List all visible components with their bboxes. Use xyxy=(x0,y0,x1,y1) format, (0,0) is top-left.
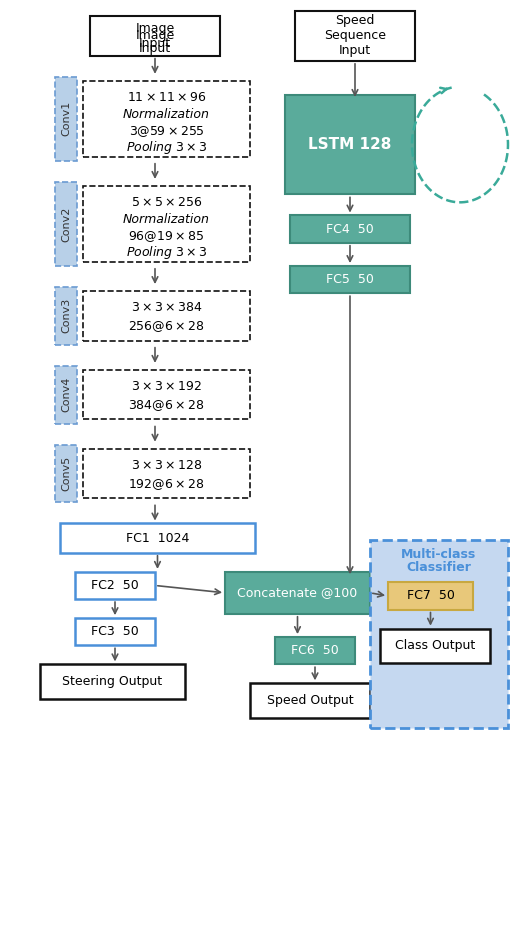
Text: Pooling $3 \times 3$: Pooling $3 \times 3$ xyxy=(125,244,208,261)
Bar xyxy=(290,266,410,293)
Text: Class Output: Class Output xyxy=(395,639,475,653)
Bar xyxy=(83,186,250,262)
Bar xyxy=(55,77,77,161)
Text: $3@59 \times 255$: $3@59 \times 255$ xyxy=(128,124,205,139)
Bar xyxy=(55,182,77,266)
Text: LSTM 128: LSTM 128 xyxy=(308,137,392,152)
Text: FC5  50: FC5 50 xyxy=(326,273,374,286)
Text: Conv1: Conv1 xyxy=(61,101,71,136)
Text: Image: Image xyxy=(135,29,175,43)
Bar xyxy=(380,628,490,663)
Text: $11 \times 11 \times 96$: $11 \times 11 \times 96$ xyxy=(127,91,206,104)
Bar xyxy=(83,81,250,157)
Text: Normalization: Normalization xyxy=(123,108,210,121)
Text: Input: Input xyxy=(139,42,171,55)
Text: $3 \times 3 \times 192$: $3 \times 3 \times 192$ xyxy=(131,380,202,394)
Text: Conv5: Conv5 xyxy=(61,456,71,491)
Text: $5 \times 5 \times 256$: $5 \times 5 \times 256$ xyxy=(131,197,203,209)
Text: Concatenate @100: Concatenate @100 xyxy=(237,587,358,600)
Text: Conv3: Conv3 xyxy=(61,298,71,334)
Bar xyxy=(55,287,77,344)
Bar xyxy=(388,583,473,609)
Text: Speed
Sequence
Input: Speed Sequence Input xyxy=(324,14,386,58)
Text: Conv2: Conv2 xyxy=(61,206,71,241)
Bar xyxy=(83,448,250,499)
Text: FC1  1024: FC1 1024 xyxy=(126,532,189,545)
Text: $256@6 \times 28$: $256@6 \times 28$ xyxy=(128,320,205,334)
Text: Classifier: Classifier xyxy=(407,561,471,574)
Text: FC7  50: FC7 50 xyxy=(407,589,454,603)
Text: FC3  50: FC3 50 xyxy=(91,625,139,639)
Bar xyxy=(60,523,255,552)
Bar xyxy=(90,16,220,56)
Bar xyxy=(370,540,508,728)
Text: Steering Output: Steering Output xyxy=(62,675,162,688)
Text: FC4  50: FC4 50 xyxy=(326,222,374,236)
Bar xyxy=(75,571,155,599)
Bar xyxy=(55,366,77,424)
Bar xyxy=(83,370,250,419)
Text: $3 \times 3 \times 128$: $3 \times 3 \times 128$ xyxy=(131,459,203,472)
Text: Speed Output: Speed Output xyxy=(267,694,353,707)
Text: FC2  50: FC2 50 xyxy=(91,579,139,592)
Bar xyxy=(40,664,185,699)
Text: $192@6 \times 28$: $192@6 \times 28$ xyxy=(128,477,205,492)
Bar xyxy=(225,571,370,614)
Text: Pooling $3 \times 3$: Pooling $3 \times 3$ xyxy=(125,139,208,156)
Text: Conv4: Conv4 xyxy=(61,377,71,412)
Bar xyxy=(75,618,155,645)
Bar xyxy=(285,95,415,195)
Bar xyxy=(83,291,250,341)
Bar xyxy=(295,10,415,61)
Text: $3 \times 3 \times 384$: $3 \times 3 \times 384$ xyxy=(131,302,203,314)
Text: $384@6 \times 28$: $384@6 \times 28$ xyxy=(128,398,205,413)
Text: $96@19 \times 85$: $96@19 \times 85$ xyxy=(128,229,205,244)
Bar xyxy=(55,445,77,502)
Bar xyxy=(290,216,410,243)
Text: Multi-class: Multi-class xyxy=(401,549,476,562)
Bar xyxy=(275,637,355,664)
Text: FC6  50: FC6 50 xyxy=(291,644,339,657)
Text: Normalization: Normalization xyxy=(123,213,210,226)
Text: Image
Input: Image Input xyxy=(135,22,175,50)
Bar xyxy=(250,683,370,718)
